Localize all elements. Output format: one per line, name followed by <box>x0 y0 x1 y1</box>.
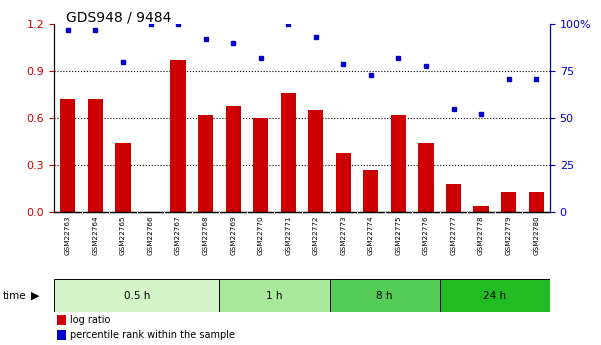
Text: log ratio: log ratio <box>70 315 111 325</box>
Text: GSM22771: GSM22771 <box>285 216 291 255</box>
Bar <box>88 99 103 212</box>
Text: 1 h: 1 h <box>266 291 282 301</box>
Text: 24 h: 24 h <box>483 291 507 301</box>
Bar <box>281 93 296 212</box>
Text: GDS948 / 9484: GDS948 / 9484 <box>66 10 171 24</box>
Text: GSM22776: GSM22776 <box>423 216 429 255</box>
Text: percentile rank within the sample: percentile rank within the sample <box>70 330 236 340</box>
Bar <box>115 143 130 212</box>
Text: GSM22774: GSM22774 <box>368 216 374 255</box>
Bar <box>528 192 544 212</box>
Text: GSM22768: GSM22768 <box>203 216 209 255</box>
Bar <box>308 110 323 212</box>
Bar <box>198 115 213 212</box>
Bar <box>391 115 406 212</box>
Text: GSM22769: GSM22769 <box>230 216 236 255</box>
Bar <box>336 152 351 212</box>
Text: GSM22767: GSM22767 <box>175 216 181 255</box>
Text: GSM22779: GSM22779 <box>505 216 511 255</box>
Text: GSM22763: GSM22763 <box>65 216 71 255</box>
Bar <box>363 170 379 212</box>
Text: 0.5 h: 0.5 h <box>124 291 150 301</box>
Bar <box>57 330 66 340</box>
Text: GSM22764: GSM22764 <box>93 216 99 255</box>
Text: 8 h: 8 h <box>376 291 393 301</box>
Text: GSM22772: GSM22772 <box>313 216 319 255</box>
Bar <box>474 206 489 212</box>
Bar <box>253 118 268 212</box>
Bar <box>418 143 433 212</box>
Bar <box>54 279 219 312</box>
Text: time: time <box>3 291 26 301</box>
Text: GSM22777: GSM22777 <box>451 216 457 255</box>
Text: GSM22775: GSM22775 <box>395 216 401 255</box>
Bar <box>225 106 241 212</box>
Text: GSM22765: GSM22765 <box>120 216 126 255</box>
Text: GSM22780: GSM22780 <box>533 216 539 255</box>
Bar <box>446 184 461 212</box>
Bar <box>57 315 66 325</box>
Bar <box>60 99 76 212</box>
Text: GSM22778: GSM22778 <box>478 216 484 255</box>
Bar <box>440 279 550 312</box>
Bar <box>501 192 516 212</box>
Bar <box>219 279 329 312</box>
Text: GSM22766: GSM22766 <box>147 216 153 255</box>
Bar <box>171 60 186 212</box>
Text: GSM22773: GSM22773 <box>340 216 346 255</box>
Bar <box>329 279 440 312</box>
Text: ▶: ▶ <box>31 291 40 301</box>
Text: GSM22770: GSM22770 <box>258 216 264 255</box>
